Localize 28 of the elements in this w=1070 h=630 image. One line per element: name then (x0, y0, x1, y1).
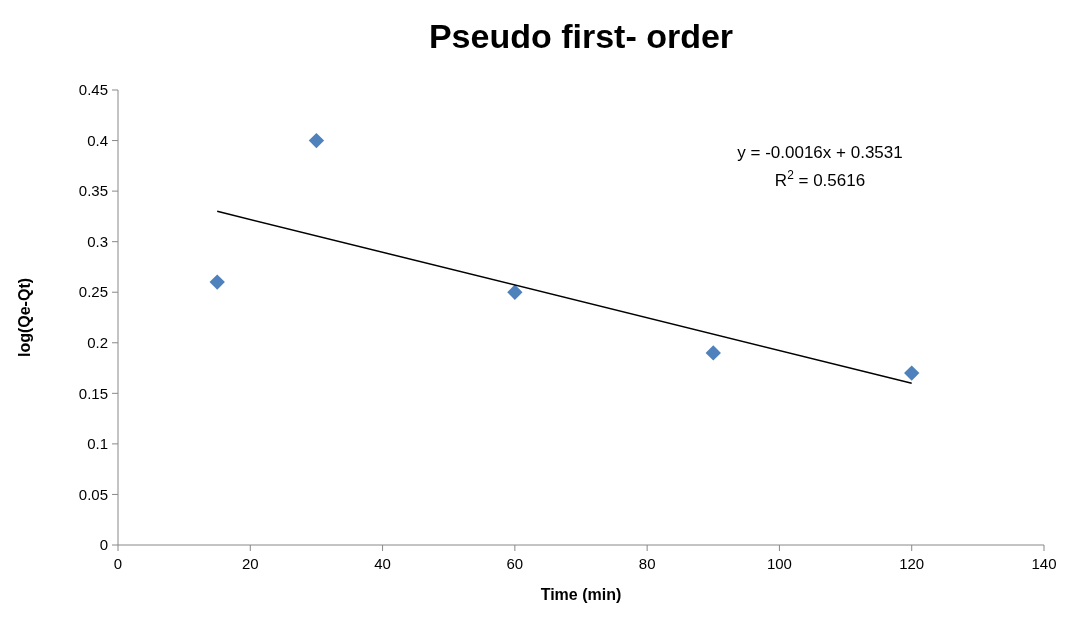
x-tick-label: 140 (1031, 555, 1057, 572)
y-tick-label: 0.2 (87, 334, 108, 352)
x-axis-title: Time (min) (540, 586, 622, 603)
x-tick-label: 80 (638, 555, 656, 572)
x-tick-label: 0 (113, 555, 123, 572)
x-tick-label: 20 (241, 555, 259, 572)
x-tick-label: 120 (899, 555, 925, 572)
x-tick-label: 100 (766, 555, 792, 572)
point (308, 132, 325, 149)
y-tick-label: 0.35 (78, 182, 108, 200)
y-axis-title: log(Qe-Qt) (16, 277, 33, 358)
point (904, 365, 920, 381)
x-tick-label: 60 (506, 555, 524, 572)
annotation: R$^{2}$ = 0.5616 (774, 168, 866, 190)
point (209, 274, 225, 290)
x-tick-label: 40 (374, 555, 391, 572)
y-tick-label: 0.1 (87, 435, 108, 453)
chart-title: Pseudo first- order (428, 17, 734, 55)
y-tick-label: 0.4 (87, 131, 108, 149)
y-tick-label: 0.3 (87, 232, 108, 250)
y-tick-label: 0.15 (78, 384, 108, 402)
point (507, 284, 523, 300)
y-tick-label: 0.05 (78, 485, 108, 503)
point (705, 345, 721, 361)
annotation: y = -0.0016x + 0.3531 (737, 143, 903, 162)
y-tick-label: 0 (99, 536, 108, 554)
y-tick-label: 0.45 (78, 81, 108, 99)
y-tick-label: 0.25 (78, 283, 108, 301)
